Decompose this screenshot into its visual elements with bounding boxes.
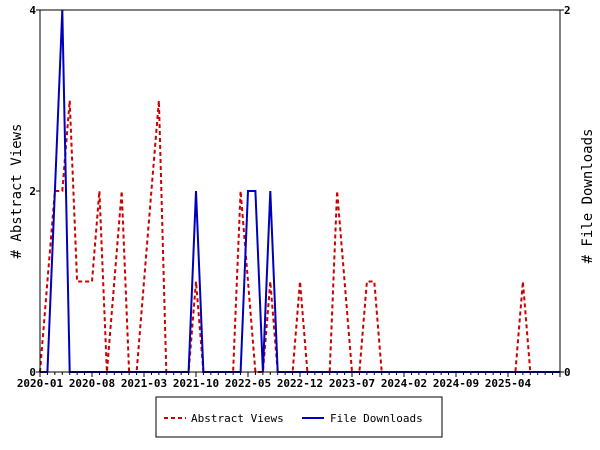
y-left-tick-label: 2 <box>29 185 36 198</box>
x-tick-label: 2023-07 <box>329 377 375 390</box>
y-left-axis-title: # Abstract Views <box>9 124 25 259</box>
x-tick-label: 2022-05 <box>225 377 271 390</box>
x-tick-label: 2020-01 <box>17 377 64 390</box>
x-tick-label: 2024-02 <box>381 377 427 390</box>
legend-box <box>155 396 443 438</box>
legend-label-file-downloads: File Downloads <box>330 412 423 425</box>
series-line-abstract-views <box>39 100 560 373</box>
y-left-tick-label: 4 <box>29 4 36 17</box>
x-tick-label: 2022-12 <box>277 377 323 390</box>
x-tick-label: 2020-08 <box>69 377 115 390</box>
x-tick-label: 2021-10 <box>173 377 219 390</box>
y-left-tick-label: 0 <box>29 366 36 379</box>
x-tick-label: 2025-04 <box>485 377 532 390</box>
x-tick-label: 2024-09 <box>433 377 479 390</box>
axis-layer: 0 2 4 0 2 2020-01 2020-08 2021-03 2021-10 2022-05… <box>17 4 571 390</box>
x-tick-label: 2021-03 <box>121 377 167 390</box>
y-right-axis-title: # File Downloads <box>580 129 596 264</box>
y-right-tick-label: 0 <box>564 366 571 379</box>
y-right-tick-label: 2 <box>564 4 571 17</box>
legend-label-abstract-views: Abstract Views <box>191 412 284 425</box>
legend: Abstract Views File Downloads <box>155 396 443 438</box>
